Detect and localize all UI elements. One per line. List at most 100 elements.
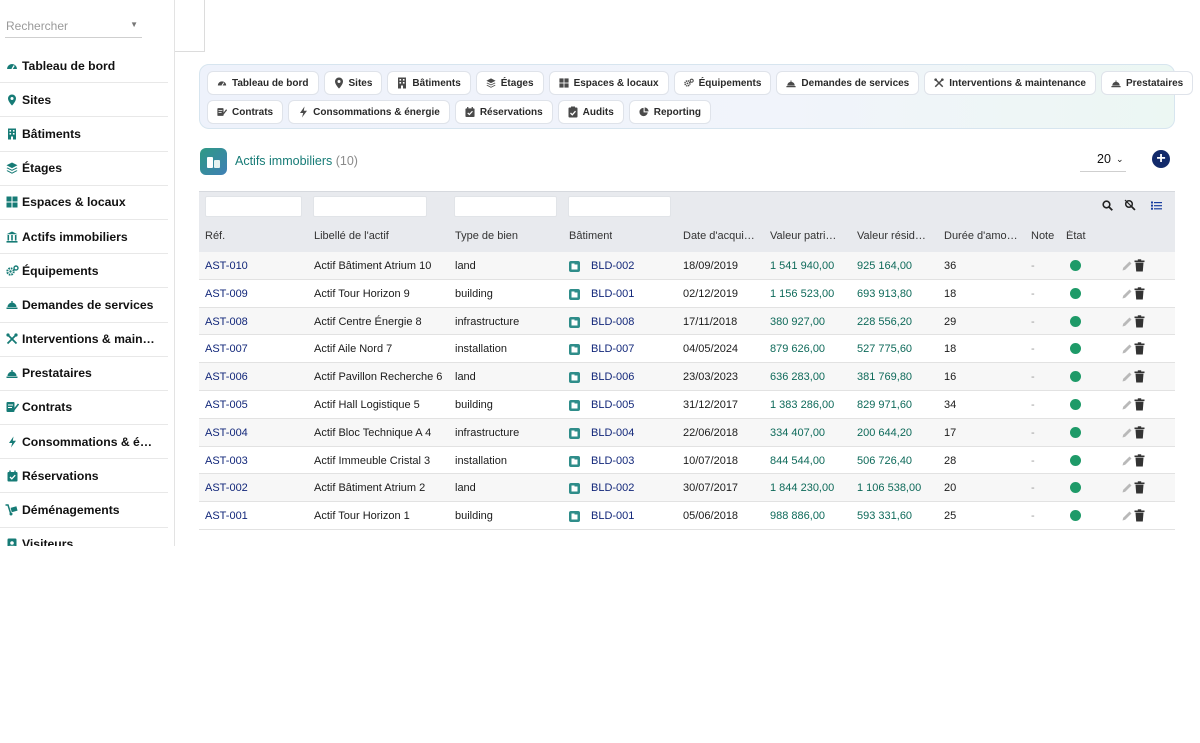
column-header[interactable]: Valeur patri… [770,230,837,242]
sidebar-item[interactable]: Interventions & main… [0,323,168,357]
building-link[interactable]: BLD-005 [591,398,635,411]
ref-link[interactable]: AST-005 [205,398,248,411]
sidebar-item[interactable]: Sites [0,83,168,118]
table-row[interactable]: AST-008 Actif Centre Énergie 8 infrastruct… [199,307,1175,336]
add-asset-button[interactable]: + [1152,150,1170,168]
pencil-icon[interactable] [1121,454,1133,466]
building-link[interactable]: BLD-008 [591,315,635,328]
building-link[interactable]: BLD-001 [591,510,635,523]
pencil-icon[interactable] [1121,481,1133,493]
table-row[interactable]: AST-002 Actif Bâtiment Atrium 2 land BLD-00… [199,474,1175,503]
trash-icon[interactable] [1134,342,1146,355]
sidebar-item[interactable]: Espaces & locaux [0,186,168,220]
table-row[interactable]: AST-006 Actif Pavillon Recherche 6 land BLD… [199,363,1175,391]
module-tab[interactable]: Bâtiments [387,71,471,95]
table-row[interactable]: AST-007 Actif Aile Nord 7 installation BLD-… [199,335,1175,364]
building-link[interactable]: BLD-002 [591,482,635,495]
building-link[interactable]: BLD-001 [591,287,635,300]
module-tab[interactable]: Sites [323,71,383,95]
ref-link[interactable]: AST-007 [205,343,248,356]
column-header[interactable]: Libellé de l'actif [314,230,389,242]
building-link[interactable]: BLD-002 [591,260,635,272]
filter-ref-input[interactable] [205,196,302,217]
trash-icon[interactable] [1134,481,1146,494]
sidebar-item[interactable]: Actifs immobiliers [0,220,168,255]
ref-link[interactable]: AST-002 [205,482,248,495]
sidebar-item[interactable]: Réservations [0,459,168,494]
module-tab[interactable]: Réservations [454,100,553,124]
trash-icon[interactable] [1134,509,1146,522]
ref-link[interactable]: AST-004 [205,426,248,439]
module-tab[interactable]: Prestataires [1100,71,1194,95]
table-row[interactable]: AST-009 Actif Tour Horizon 9 building BLD-0… [199,280,1175,308]
table-row[interactable]: AST-005 Actif Hall Logistique 5 building BL… [199,391,1175,419]
module-tab[interactable]: Reporting [628,100,711,124]
sidebar-item[interactable]: Équipements [0,254,168,289]
sidebar-item[interactable]: Contrats [0,391,168,426]
module-tab[interactable]: Audits [557,100,624,124]
module-tab[interactable]: Contrats [207,100,284,124]
filter-type-input[interactable] [454,196,557,217]
ref-link[interactable]: AST-008 [205,315,248,328]
trash-icon[interactable] [1134,453,1146,467]
pencil-icon[interactable] [1121,342,1133,354]
ref-link[interactable]: AST-006 [205,371,248,384]
pencil-icon[interactable] [1121,370,1133,382]
sidebar-item[interactable]: Visiteurs [0,528,168,546]
table-row[interactable]: AST-010 Actif Bâtiment Atrium 10 land BLD-0… [199,252,1175,280]
table-row[interactable]: AST-004 Actif Bloc Technique A 4 infrastru… [199,418,1175,447]
sidebar-item[interactable]: Consommations & é… [0,425,168,460]
trash-icon[interactable] [1134,426,1146,439]
column-header[interactable]: Durée d'amo… [944,230,1018,242]
pencil-icon[interactable] [1121,259,1133,271]
pencil-icon[interactable] [1121,287,1133,299]
sidebar-item[interactable]: Tableau de bord [0,49,168,84]
chevron-down-icon[interactable]: ▼ [130,20,138,29]
module-tab[interactable]: Espaces & locaux [548,71,669,95]
search-icon[interactable] [1100,198,1114,212]
module-tab[interactable]: Étages [475,71,544,95]
column-header[interactable]: Réf. [205,230,226,242]
building-link[interactable]: BLD-004 [591,426,635,439]
trash-icon[interactable] [1134,287,1146,300]
building-link[interactable]: BLD-006 [591,371,635,384]
ref-link[interactable]: AST-009 [205,287,248,300]
filter-building-input[interactable] [568,196,671,217]
sidebar-item[interactable]: Étages [0,152,168,186]
column-header[interactable]: Date d'acqui… [683,230,755,242]
page-size-select[interactable]: 20 ⌄ [1080,150,1126,172]
pencil-icon[interactable] [1121,315,1133,327]
filter-label-input[interactable] [313,196,427,217]
trash-icon[interactable] [1134,398,1146,411]
search-input[interactable] [5,14,142,37]
ref-link[interactable]: AST-010 [205,260,248,272]
column-header[interactable]: Valeur résid… [857,230,926,242]
trash-icon[interactable] [1134,370,1146,383]
table-row[interactable]: AST-001 Actif Tour Horizon 1 building BLD-0… [199,502,1175,530]
sidebar-item[interactable]: Déménagements [0,493,168,528]
sidebar-item[interactable]: Prestataires [0,357,168,391]
building-link[interactable]: BLD-003 [591,454,635,467]
trash-icon[interactable] [1134,314,1146,328]
pencil-icon[interactable] [1121,509,1133,521]
pencil-icon[interactable] [1121,398,1133,410]
column-header[interactable]: Bâtiment [569,230,613,242]
module-tab[interactable]: Interventions & maintenance [924,71,1096,95]
column-header[interactable]: État [1066,230,1086,242]
table-row[interactable]: AST-003 Actif Immeuble Cristal 3 installat… [199,447,1175,475]
ref-link[interactable]: AST-003 [205,454,248,467]
module-tab[interactable]: Tableau de bord [207,71,319,95]
module-tab[interactable]: Équipements [673,71,772,95]
sidebar-item[interactable]: Demandes de services [0,288,168,323]
module-tab[interactable]: Consommations & énergie [288,100,450,124]
building-link[interactable]: BLD-007 [591,343,635,356]
sidebar-item[interactable]: Bâtiments [0,117,168,152]
ref-link[interactable]: AST-001 [205,510,248,523]
clear-search-icon[interactable] [1123,198,1137,212]
column-list-icon[interactable] [1149,198,1163,212]
trash-icon[interactable] [1134,259,1146,272]
pencil-icon[interactable] [1121,426,1133,438]
module-tab[interactable]: Demandes de services [776,71,920,95]
column-header[interactable]: Type de bien [455,230,518,242]
column-header[interactable]: Note [1031,230,1055,242]
